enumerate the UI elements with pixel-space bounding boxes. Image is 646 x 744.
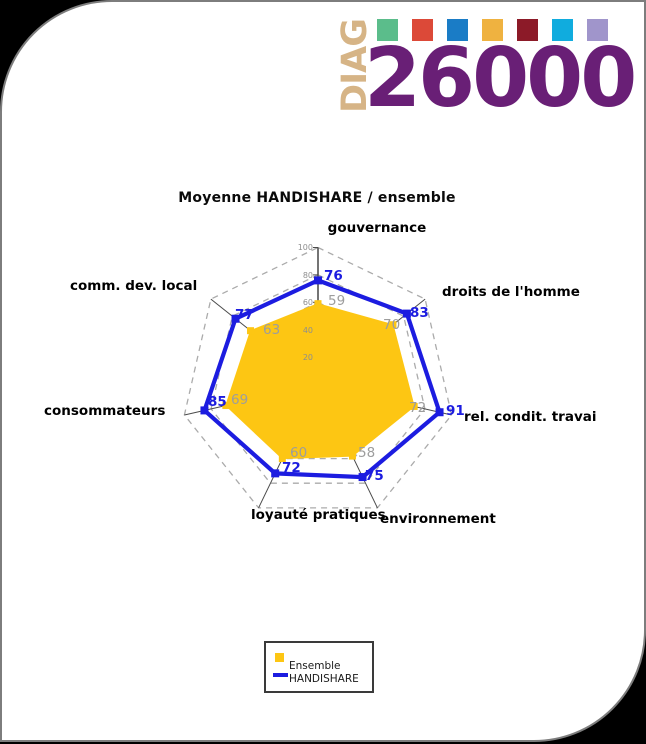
ensemble-marker-6 [247,327,255,335]
grid-ring-100 [183,246,453,509]
logo-square-1 [412,19,433,41]
value-label: 72 [409,400,426,416]
handishare-marker-6 [231,314,240,323]
logo-square-0 [377,19,398,41]
category-label-loyaute: loyauté pratiques [251,507,386,523]
handishare-marker-4 [271,469,280,478]
ensemble-marker-2 [410,402,418,410]
handishare-marker-2 [435,408,444,417]
value-label: 72 [282,460,301,476]
ensemble-area [225,303,415,460]
handishare-marker-1 [402,309,411,318]
legend-label-ensemble: Ensemble [289,660,341,672]
ensemble-marker-0 [314,300,322,308]
tick-label: 40 [303,326,313,335]
value-label: 75 [365,468,384,484]
diag-26000-logo: DIAG 26000 [2,2,646,132]
logo-square-5 [552,19,573,41]
tick-label: 60 [303,298,313,307]
category-labels: gouvernance droits de l'homme rel. condi… [44,220,597,527]
value-labels-handishare: 76 83 91 75 72 85 77 [208,268,465,484]
category-label-consommateurs: consommateurs [44,403,165,419]
value-label: 69 [231,392,248,408]
value-labels-ensemble: 59 70 72 58 60 69 63 [231,293,426,461]
series-ensemble [222,300,418,463]
value-label: 83 [410,305,429,321]
legend-label-handishare: HANDISHARE [289,673,359,685]
ensemble-marker-1 [389,321,397,329]
logo-square-4 [517,19,538,41]
tick-label: 80 [303,271,313,280]
value-label: 60 [290,445,307,461]
value-label: 77 [235,307,254,323]
value-label: 58 [358,445,375,461]
value-label: 59 [328,293,345,309]
ensemble-marker-5 [222,402,230,410]
value-label: 63 [263,322,280,338]
ensemble-marker-4 [278,455,286,463]
value-label: 70 [383,317,400,333]
category-label-comm-dev-local: comm. dev. local [70,278,197,294]
logo-color-squares [377,19,608,41]
tick-label: 100 [298,243,313,252]
series-handishare [200,276,444,482]
handishare-marker-3 [358,473,367,482]
radial-axis-tick-labels: 100 80 60 40 20 [298,243,313,362]
logo-square-2 [447,19,468,41]
category-label-environnement: environnement [380,511,496,527]
category-label-rel-condit: rel. condit. travai [464,409,597,425]
value-label: 76 [324,268,343,284]
legend-swatch-ensemble [275,653,284,662]
grid-ring-80 [210,274,426,484]
ensemble-marker-3 [348,452,356,460]
legend-swatch-handishare [273,673,288,677]
value-label: 91 [446,403,465,419]
chart-title: Moyenne HANDISHARE / ensemble [178,190,455,206]
handishare-marker-0 [314,276,322,285]
category-label-gouvernance: gouvernance [328,220,427,236]
category-label-droits: droits de l'homme [442,284,580,300]
logo-square-6 [587,19,608,41]
chart-legend: Ensemble HANDISHARE [264,641,374,693]
handishare-marker-5 [200,406,209,415]
logo-26000-label: 26000 [364,31,637,126]
tick-label: 20 [303,353,313,362]
handishare-line [202,278,442,480]
value-label: 85 [208,394,227,410]
logo-square-3 [482,19,503,41]
